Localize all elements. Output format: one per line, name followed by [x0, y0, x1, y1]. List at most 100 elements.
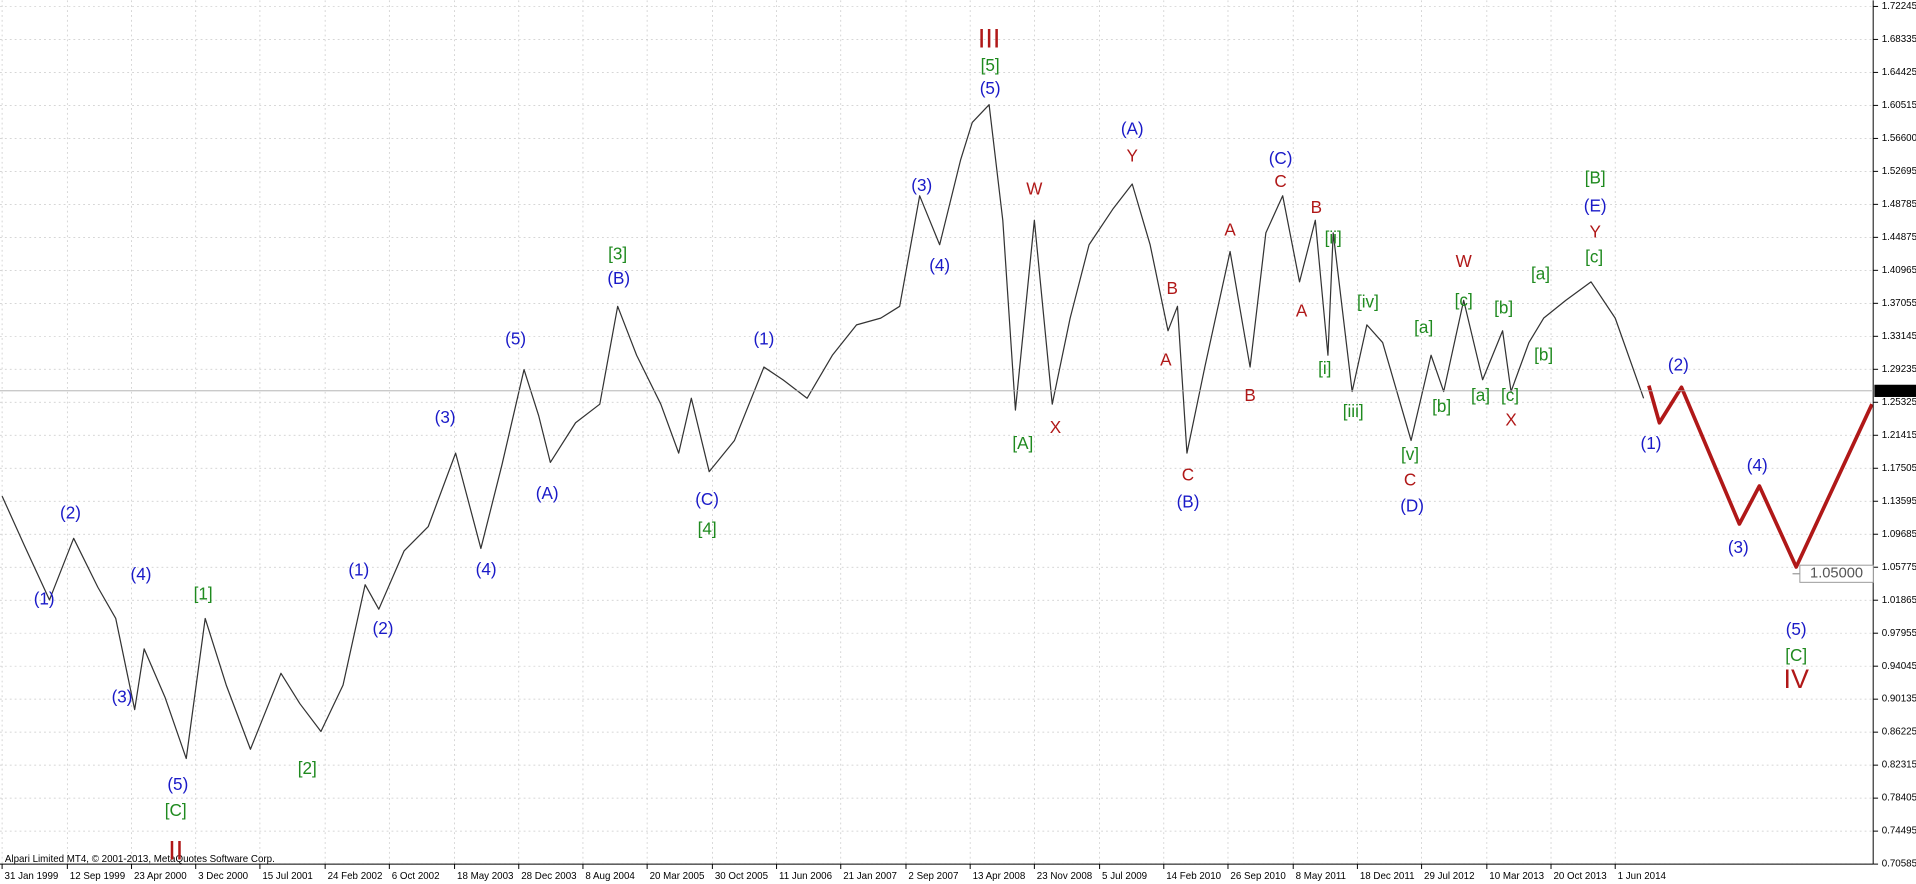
wave-label: [C] [1785, 646, 1807, 665]
wave-label: (4) [1747, 456, 1768, 475]
wave-label: [iv] [1357, 292, 1379, 311]
y-tick-label: 1.44875 [1882, 232, 1916, 243]
wave-label: (C) [1269, 149, 1293, 168]
wave-label: (4) [929, 256, 950, 275]
y-tick-label: 1.17505 [1882, 463, 1916, 474]
x-tick-label: 11 Jun 2006 [779, 871, 832, 882]
x-tick-label: 1 Jun 2014 [1618, 871, 1667, 882]
wave-label: (1) [348, 561, 369, 580]
price-line [1, 104, 1645, 760]
y-tick-label: 0.86225 [1882, 727, 1916, 738]
wave-label: X [1050, 418, 1062, 437]
y-tick-label: 1.25325 [1882, 397, 1916, 408]
wave-label: III [978, 24, 1000, 54]
wave-label: (B) [1177, 492, 1200, 511]
y-tick-label: 1.40965 [1882, 265, 1916, 276]
x-tick-label: 8 Aug 2004 [585, 871, 635, 882]
x-tick-label: 20 Oct 2013 [1553, 871, 1606, 882]
wave-label: B [1311, 198, 1322, 217]
wave-label: [5] [981, 56, 1000, 75]
x-tick-label: 10 Mar 2013 [1489, 871, 1544, 882]
x-tick-label: 20 Mar 2005 [650, 871, 705, 882]
wave-label: [iii] [1343, 402, 1364, 421]
wave-label: II [168, 835, 183, 865]
current-price-tag [1874, 384, 1916, 397]
wave-label: Y [1127, 147, 1139, 166]
wave-label: (2) [60, 503, 81, 522]
y-tick-label: 0.74495 [1882, 826, 1916, 837]
wave-label: (C) [695, 490, 719, 509]
x-tick-label: 8 May 2011 [1296, 871, 1346, 882]
x-tick-label: 14 Feb 2010 [1166, 871, 1221, 882]
wave-label: (3) [911, 176, 932, 195]
x-tick-label: 24 Feb 2002 [328, 871, 383, 882]
y-tick-label: 1.64425 [1882, 67, 1916, 78]
wave-label: [2] [298, 759, 317, 778]
y-tick-label: 0.94045 [1882, 661, 1916, 672]
wave-label: W [1026, 179, 1043, 198]
x-tick-label: 3 Dec 2000 [198, 871, 249, 882]
x-tick-label: 2 Sep 2007 [908, 871, 958, 882]
wave-label: [B] [1585, 168, 1606, 187]
wave-label: A [1296, 302, 1308, 321]
wave-label: C [1182, 465, 1194, 484]
y-tick-label: 1.56600 [1882, 133, 1916, 144]
y-tick-label: 1.33145 [1882, 331, 1916, 342]
x-tick-label: 23 Nov 2008 [1037, 871, 1092, 882]
x-tick-label: 26 Sep 2010 [1230, 871, 1286, 882]
wave-label: [a] [1531, 265, 1550, 284]
x-tick-label: 13 Apr 2008 [973, 871, 1026, 882]
grid [0, 0, 1872, 865]
wave-label: [C] [165, 801, 187, 820]
wave-label: C [1404, 470, 1416, 489]
wave-label: [c] [1585, 248, 1603, 267]
wave-label: (4) [131, 565, 152, 584]
copyright: Alpari Limited MT4, © 2001-2013, MetaQuo… [5, 854, 275, 865]
x-tick-label: 15 Jul 2001 [262, 871, 313, 882]
x-tick-label: 23 Apr 2000 [134, 871, 187, 882]
wave-label: X [1505, 411, 1517, 430]
x-tick-label: 30 Oct 2005 [715, 871, 769, 882]
wave-label: (3) [1728, 538, 1749, 557]
wave-label: (1) [34, 589, 55, 608]
y-tick-label: 0.82315 [1882, 760, 1916, 771]
y-tick-label: 0.97955 [1882, 628, 1916, 639]
price-line [1647, 385, 1874, 569]
wave-label: [b] [1534, 346, 1553, 365]
wave-label: [ii] [1325, 228, 1342, 247]
y-tick-label: 1.52695 [1882, 166, 1916, 177]
wave-label: [3] [608, 244, 627, 263]
wave-label: (5) [505, 330, 526, 349]
x-tick-label: 18 May 2003 [457, 871, 513, 882]
x-tick-label: 31 Jan 1999 [5, 871, 59, 882]
wave-label: [v] [1401, 445, 1419, 464]
wave-label: B [1166, 279, 1177, 298]
x-tick-label: 28 Dec 2003 [521, 871, 576, 882]
wave-label: (1) [753, 330, 774, 349]
y-tick-label: 1.37055 [1882, 298, 1916, 309]
wave-label: B [1244, 386, 1255, 405]
y-tick-label: 1.68335 [1882, 34, 1916, 45]
x-tick-label: 21 Jan 2007 [843, 871, 897, 882]
x-tick-label: 12 Sep 1999 [70, 871, 125, 882]
wave-label: (2) [373, 619, 394, 638]
wave-label: A [1224, 221, 1236, 240]
wave-label: Y [1590, 222, 1602, 241]
wave-label: C [1274, 172, 1286, 191]
target-label: 1.05000 [1810, 566, 1863, 582]
wave-label: (A) [536, 484, 559, 503]
wave-label: [c] [1501, 386, 1519, 405]
wave-label: [a] [1414, 318, 1433, 337]
wave-label: (E) [1584, 196, 1607, 215]
wave-label: (A) [1121, 120, 1144, 139]
y-tick-label: 1.01865 [1882, 595, 1916, 606]
wave-label: W [1456, 252, 1473, 271]
wave-label: IV [1783, 664, 1808, 694]
y-tick-label: 1.60515 [1882, 100, 1916, 111]
y-tick-label: 0.78405 [1882, 793, 1916, 804]
y-tick-label: 1.21415 [1882, 430, 1916, 441]
wave-label: (5) [980, 79, 1001, 98]
y-tick-label: 1.09685 [1882, 529, 1916, 540]
